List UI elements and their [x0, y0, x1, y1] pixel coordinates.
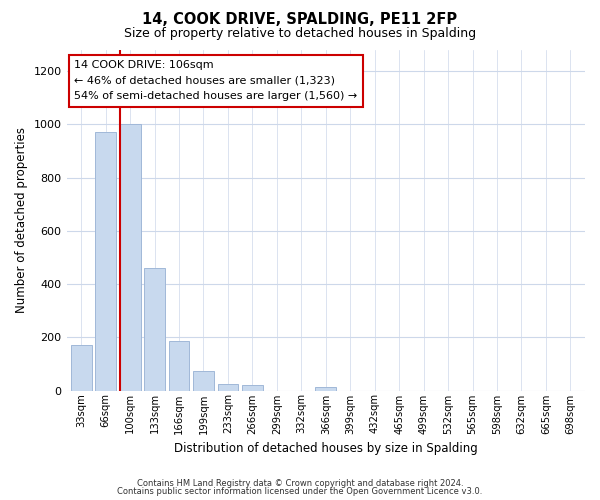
Bar: [242, 385, 263, 390]
Text: 14, COOK DRIVE, SPALDING, PE11 2FP: 14, COOK DRIVE, SPALDING, PE11 2FP: [142, 12, 458, 28]
X-axis label: Distribution of detached houses by size in Spalding: Distribution of detached houses by size …: [174, 442, 478, 455]
Bar: [144, 268, 165, 390]
Text: 14 COOK DRIVE: 106sqm
← 46% of detached houses are smaller (1,323)
54% of semi-d: 14 COOK DRIVE: 106sqm ← 46% of detached …: [74, 60, 358, 102]
Bar: [120, 124, 140, 390]
Text: Contains HM Land Registry data © Crown copyright and database right 2024.: Contains HM Land Registry data © Crown c…: [137, 478, 463, 488]
Bar: [71, 346, 92, 391]
Bar: [316, 386, 336, 390]
Text: Size of property relative to detached houses in Spalding: Size of property relative to detached ho…: [124, 28, 476, 40]
Y-axis label: Number of detached properties: Number of detached properties: [15, 128, 28, 314]
Bar: [169, 342, 190, 390]
Bar: [95, 132, 116, 390]
Bar: [218, 384, 238, 390]
Bar: [193, 370, 214, 390]
Text: Contains public sector information licensed under the Open Government Licence v3: Contains public sector information licen…: [118, 487, 482, 496]
